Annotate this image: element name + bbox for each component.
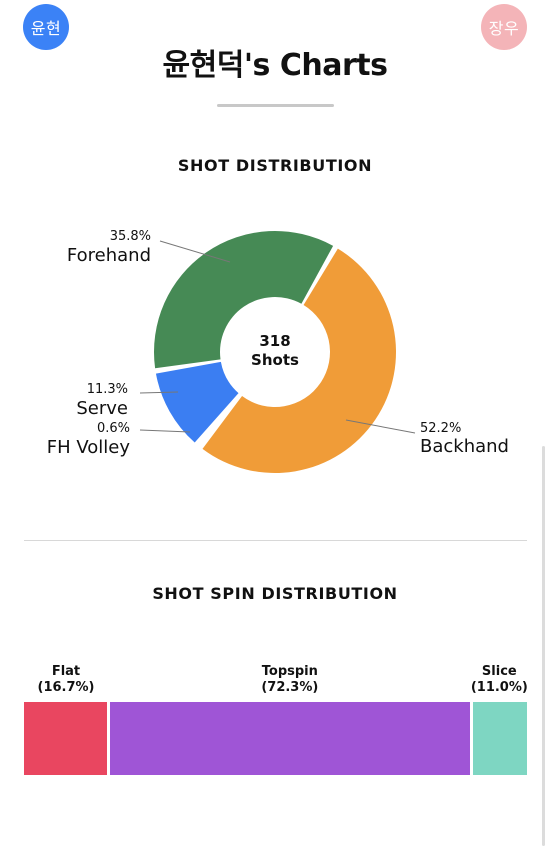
slice-percent-serve: 11.3% (87, 382, 128, 397)
slice-name-serve: Serve (76, 398, 128, 419)
section-divider (24, 540, 527, 541)
spin-label-flat: Flat (16.7%) (6, 664, 126, 696)
spin-label-name: Topspin (261, 664, 318, 679)
spin-distribution-bar (24, 702, 527, 775)
leader-line-fh-volley (139, 429, 191, 433)
slice-name-fh-volley: FH Volley (47, 437, 131, 458)
spin-label-value: (16.7%) (37, 680, 95, 695)
slice-name-backhand: Backhand (420, 436, 509, 457)
spin-label-value: (72.3%) (261, 680, 319, 695)
donut-slice-serve (155, 361, 239, 443)
spin-segment-slice (473, 702, 527, 775)
slice-percent-fh-volley: 0.6% (97, 421, 130, 436)
slice-percent-forehand: 35.8% (110, 229, 151, 244)
shot-distribution-title: SHOT DISTRIBUTION (177, 156, 373, 175)
user-avatar-right[interactable]: 장우 (481, 4, 527, 50)
leader-line-backhand (345, 419, 416, 434)
spin-segment-flat (24, 702, 107, 775)
leader-line-forehand (159, 240, 231, 263)
spin-segment-topspin (109, 702, 471, 775)
leader-line-serve (139, 391, 179, 394)
donut-slice-backhand (202, 248, 397, 474)
spin-label-value: (11.0%) (470, 680, 528, 695)
donut-slice-forehand (153, 230, 334, 369)
spin-distribution-title: SHOT SPIN DISTRIBUTION (152, 584, 398, 603)
slice-name-forehand: Forehand (67, 245, 151, 266)
spin-label-name: Flat (51, 664, 81, 679)
title-underline (217, 104, 334, 107)
spin-label-topspin: Topspin (72.3%) (230, 664, 350, 696)
scrollbar[interactable] (542, 446, 545, 846)
donut-center-value: 318 (259, 332, 290, 350)
page-title: 윤현덕's Charts (162, 48, 388, 83)
donut-center-label: Shots (251, 351, 299, 369)
spin-label-slice: Slice (11.0%) (439, 664, 550, 696)
slice-percent-backhand: 52.2% (420, 421, 461, 436)
user-avatar-left[interactable]: 윤현 (23, 4, 69, 50)
spin-label-name: Slice (481, 664, 517, 679)
